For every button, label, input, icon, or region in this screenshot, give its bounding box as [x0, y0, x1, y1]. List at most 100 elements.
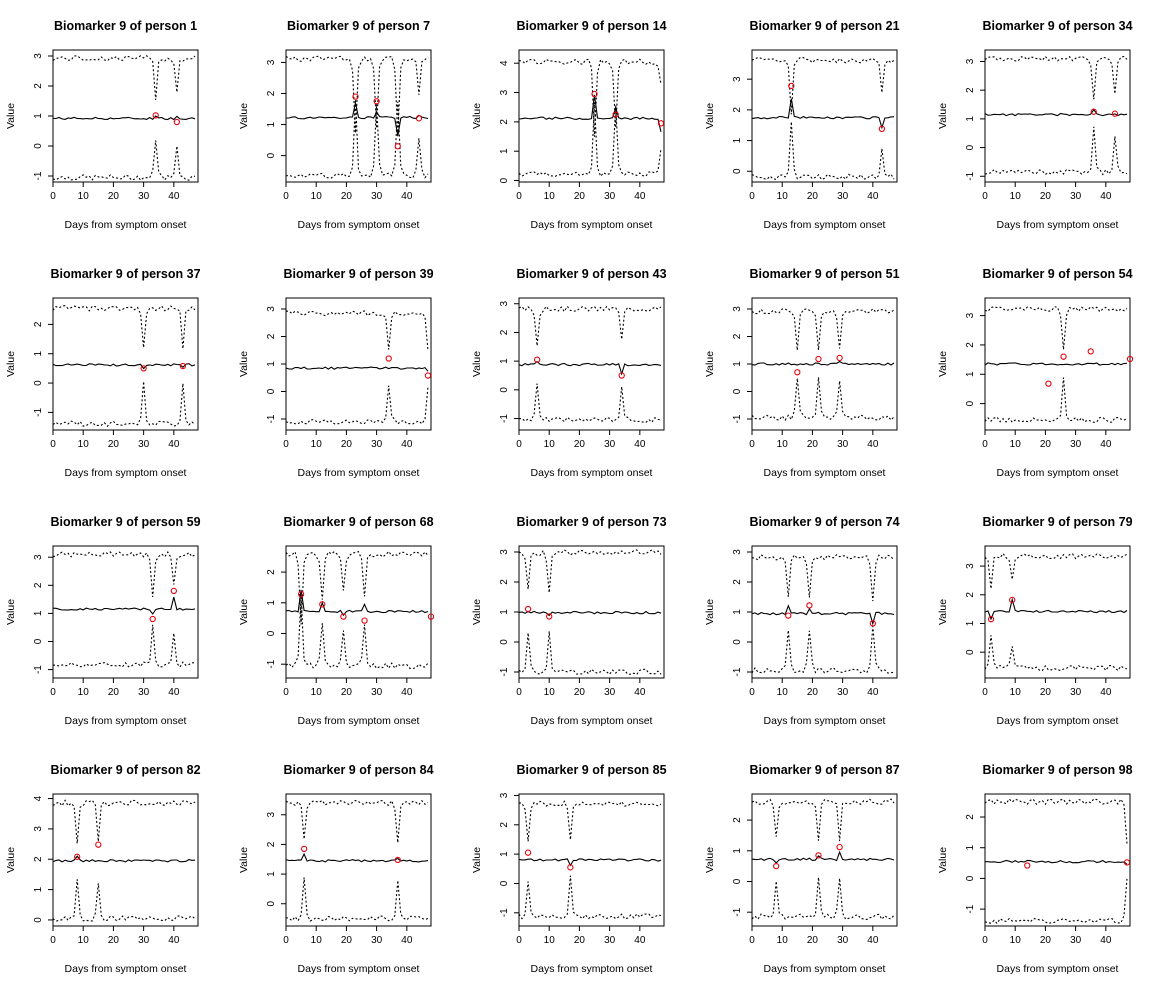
chart-title: Biomarker 9 of person 51: [749, 267, 899, 281]
y-axis-label: Value: [5, 351, 17, 377]
observed-point: [415, 115, 423, 122]
x-axis-label: Days from symptom onset: [997, 467, 1119, 479]
lower-bound-line: [518, 631, 662, 676]
x-tick-label: 30: [604, 439, 616, 450]
y-tick-label: -1: [732, 907, 743, 916]
x-tick-label: 40: [168, 191, 180, 202]
x-axis-label: Days from symptom onset: [531, 963, 653, 975]
lower-bound-line: [285, 99, 429, 179]
y-tick-label: -1: [33, 665, 44, 674]
x-tick-label: 30: [1070, 439, 1082, 450]
x-axis-label: Days from symptom onset: [531, 467, 653, 479]
lower-bound-line: [518, 875, 662, 920]
x-tick-label: 20: [108, 935, 120, 946]
x-tick-label: 20: [341, 935, 353, 946]
x-tick-label: 20: [574, 439, 586, 450]
y-tick-label: 3: [499, 549, 510, 555]
observed-point: [1045, 380, 1052, 387]
mean-line: [518, 858, 662, 867]
chart-panel: Biomarker 9 of person 51 0 10 20 30 40 -1 0 1 2 3 D…: [704, 267, 900, 479]
mean-line: [285, 366, 429, 372]
plot-frame: [52, 793, 199, 927]
x-tick-label: 0: [283, 935, 289, 946]
y-tick-label: 0: [499, 880, 510, 886]
observed-point: [173, 118, 181, 126]
plot-frame: [285, 297, 432, 431]
y-tick-label: 2: [499, 119, 510, 125]
chart-title: Biomarker 9 of person 39: [283, 267, 433, 281]
observed-point: [394, 143, 401, 150]
y-tick-label: -1: [266, 414, 277, 423]
x-tick-label: 20: [1040, 935, 1052, 946]
upper-bound-line: [751, 308, 895, 351]
lower-bound-line: [52, 624, 196, 668]
y-tick-label: 1: [965, 371, 976, 377]
observed-point: [533, 356, 541, 363]
y-tick-label: 1: [266, 361, 277, 367]
x-axis-label: Days from symptom onset: [65, 219, 187, 231]
mean-line: [518, 360, 662, 376]
y-tick-label: 3: [266, 306, 277, 312]
mean-line: [751, 604, 895, 626]
chart-panel: Biomarker 9 of person 79 0 10 20 30 40 0 1 2 3 Day…: [937, 515, 1133, 727]
y-tick-label: 0: [965, 875, 976, 881]
y-tick-label: 0: [33, 638, 44, 644]
plot-frame: [984, 297, 1131, 431]
observed-point: [1060, 353, 1067, 360]
x-tick-label: 40: [168, 687, 180, 698]
x-tick-label: 20: [807, 439, 819, 450]
chart-title: Biomarker 9 of person 14: [516, 19, 666, 33]
mean-line: [518, 94, 662, 133]
y-axis-label: Value: [238, 103, 250, 129]
y-tick-label: 0: [732, 388, 743, 394]
x-tick-label: 40: [634, 439, 646, 450]
x-tick-label: 20: [1040, 439, 1052, 450]
x-tick-label: 30: [371, 687, 383, 698]
x-tick-label: 30: [604, 191, 616, 202]
mean-line: [518, 610, 662, 617]
y-tick-label: 3: [732, 76, 743, 82]
observed-point: [1090, 108, 1097, 115]
x-tick-label: 40: [867, 191, 879, 202]
y-tick-label: 3: [499, 301, 510, 307]
upper-bound-line: [751, 554, 895, 602]
y-tick-label: 3: [965, 58, 976, 64]
y-tick-label: 3: [33, 554, 44, 560]
x-tick-label: 0: [982, 687, 988, 698]
observed-point: [297, 591, 305, 598]
y-tick-label: 1: [965, 116, 976, 122]
y-tick-label: 1: [266, 600, 277, 606]
mean-line: [984, 108, 1128, 117]
x-tick-label: 10: [1010, 191, 1022, 202]
lower-bound-line: [984, 878, 1128, 925]
chart-panel: Biomarker 9 of person 14 0 10 20 30 40 0 1 2 3 4 Da…: [471, 19, 667, 231]
x-tick-label: 10: [544, 935, 556, 946]
mean-line: [984, 597, 1128, 621]
y-tick-label: 2: [33, 321, 44, 327]
observed-point: [806, 602, 813, 609]
y-tick-label: 2: [732, 333, 743, 339]
mean-line: [52, 596, 196, 615]
chart-title: Biomarker 9 of person 79: [982, 515, 1132, 529]
x-tick-label: 0: [50, 439, 56, 450]
y-tick-label: -1: [732, 667, 743, 676]
lower-bound-line: [52, 140, 196, 181]
mean-line: [52, 115, 196, 121]
x-axis-label: Days from symptom onset: [997, 963, 1119, 975]
y-tick-label: 2: [965, 342, 976, 348]
observed-point: [836, 354, 843, 362]
lower-bound-line: [285, 877, 429, 922]
y-tick-label: 1: [965, 845, 976, 851]
y-axis-label: Value: [471, 847, 483, 873]
y-tick-label: 3: [732, 549, 743, 555]
observed-point: [373, 98, 380, 105]
plot-frame: [52, 297, 199, 431]
x-tick-label: 40: [1100, 439, 1112, 450]
y-axis-label: Value: [704, 103, 716, 129]
y-tick-label: 1: [732, 609, 743, 615]
mean-line: [52, 855, 196, 863]
x-tick-label: 10: [544, 191, 556, 202]
y-tick-label: 3: [499, 792, 510, 798]
chart-panel: Biomarker 9 of person 34 0 10 20 30 40 -1 0 1 2 3 D…: [937, 19, 1133, 231]
observed-point: [352, 93, 359, 100]
